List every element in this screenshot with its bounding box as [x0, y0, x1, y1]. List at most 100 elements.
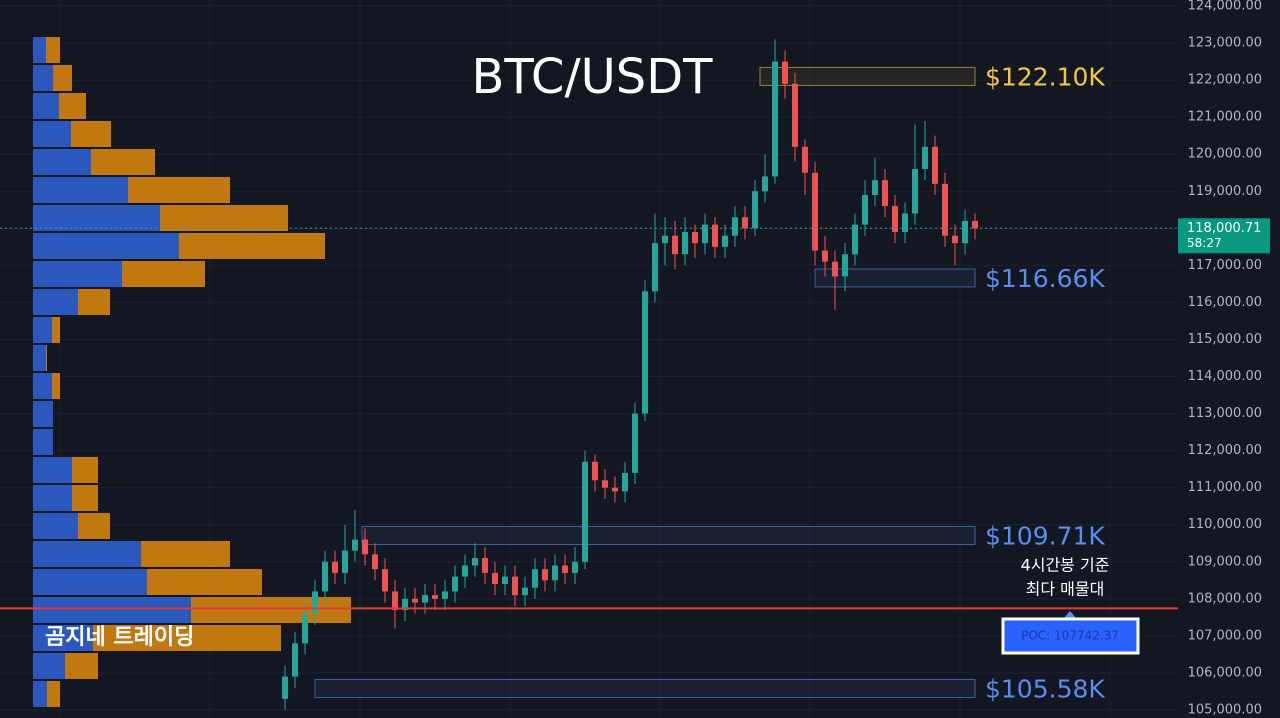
y-tick-label: 105,000.00: [1188, 702, 1262, 717]
candle-body: [522, 587, 528, 596]
last-price-tag: [1178, 218, 1270, 254]
candle-body: [532, 569, 538, 588]
level-label: $122.10K: [985, 62, 1105, 91]
candle-body: [372, 554, 378, 570]
candle-body: [932, 146, 938, 184]
candle-body: [332, 561, 338, 573]
candle-body: [892, 206, 898, 233]
candle-body: [512, 576, 518, 596]
level-box: [759, 66, 976, 86]
candle-body: [672, 235, 678, 255]
candle-body: [812, 172, 818, 251]
profile-sell-bar: [52, 373, 60, 399]
candle-body: [482, 558, 488, 573]
chart-title: BTC/USDT: [471, 49, 713, 105]
profile-buy-bar: [33, 205, 160, 231]
candle-body: [362, 539, 368, 555]
candle-body: [902, 213, 908, 233]
candle-body: [942, 183, 948, 236]
y-tick-label: 115,000.00: [1188, 332, 1262, 347]
candle-body: [712, 224, 718, 247]
profile-sell-bar: [141, 541, 230, 567]
y-tick-label: 117,000.00: [1188, 258, 1262, 273]
y-tick-label: 112,000.00: [1188, 443, 1262, 458]
candle-body: [822, 250, 828, 262]
candle-body: [442, 591, 448, 599]
y-tick-label: 108,000.00: [1188, 591, 1262, 606]
candle-body: [322, 561, 328, 592]
y-tick-label: 109,000.00: [1188, 554, 1262, 569]
candle-body: [282, 676, 288, 699]
candle-body: [592, 461, 598, 481]
profile-buy-bar: [33, 317, 52, 343]
candle-body: [632, 413, 638, 473]
y-tick-label: 122,000.00: [1188, 73, 1262, 88]
profile-sell-bar: [191, 597, 351, 623]
profile-buy-bar: [33, 261, 122, 287]
profile-sell-bar: [78, 513, 110, 539]
candle-body: [722, 235, 728, 247]
candle-body: [702, 224, 708, 244]
candle-body: [412, 598, 418, 603]
candle-body: [952, 235, 958, 244]
level-box: [361, 525, 976, 545]
poc-caption: 4시간봉 기준: [1021, 556, 1110, 575]
candle-body: [852, 224, 858, 255]
candle-body: [542, 569, 548, 581]
candle-body: [392, 591, 398, 610]
profile-sell-bar: [147, 569, 262, 595]
profile-buy-bar: [33, 65, 53, 91]
candle-body: [312, 591, 318, 614]
profile-sell-bar: [47, 681, 60, 707]
profile-buy-bar: [33, 121, 71, 147]
profile-buy-bar: [33, 37, 46, 63]
candle-body: [742, 217, 748, 229]
profile-buy-bar: [33, 569, 147, 595]
profile-buy-bar: [33, 625, 93, 651]
y-tick-label: 111,000.00: [1188, 480, 1262, 495]
level-label: $116.66K: [985, 264, 1105, 293]
candle-body: [352, 539, 358, 551]
candle-body: [752, 191, 758, 229]
candle-body: [402, 598, 408, 610]
candle-body: [382, 569, 388, 592]
profile-buy-bar: [33, 233, 179, 259]
candle-body: [782, 61, 788, 84]
candle-body: [882, 180, 888, 207]
candle-body: [922, 146, 928, 170]
profile-buy-bar: [33, 681, 47, 707]
profile-sell-bar: [93, 625, 281, 651]
candle-body: [422, 595, 428, 603]
poc-arrow: [1064, 611, 1076, 618]
candle-body: [762, 176, 768, 192]
grid: [0, 0, 1178, 718]
candle-body: [872, 180, 878, 195]
candle-body: [682, 232, 688, 255]
profile-buy-bar: [33, 373, 52, 399]
candle-body: [772, 61, 778, 177]
profile-sell-bar: [122, 261, 205, 287]
candle-body: [802, 146, 808, 173]
profile-buy-bar: [33, 457, 72, 483]
candle-body: [292, 643, 298, 677]
candle-body: [842, 254, 848, 277]
profile-sell-bar: [160, 205, 288, 231]
candle-body: [582, 461, 588, 562]
y-tick-label: 119,000.00: [1188, 184, 1262, 199]
candle-body: [912, 169, 918, 214]
plot: $122.10K $116.66K $109.71K $105.58K: [33, 37, 1105, 710]
profile-sell-bar: [71, 121, 111, 147]
y-tick-label: 124,000.00: [1188, 0, 1262, 14]
candle-body: [572, 561, 578, 573]
y-tick-label: 110,000.00: [1188, 517, 1262, 532]
poc-caption: 최다 매물대: [1026, 580, 1105, 599]
profile-sell-bar: [53, 65, 72, 91]
candle-body: [602, 480, 608, 488]
candle-body: [642, 291, 648, 414]
candle-body: [552, 565, 558, 581]
candle-body: [862, 194, 868, 225]
profile-sell-bar: [91, 149, 155, 175]
profile-sell-bar: [59, 93, 86, 119]
y-tick-label: 123,000.00: [1188, 36, 1262, 51]
profile-sell-bar: [72, 457, 98, 483]
